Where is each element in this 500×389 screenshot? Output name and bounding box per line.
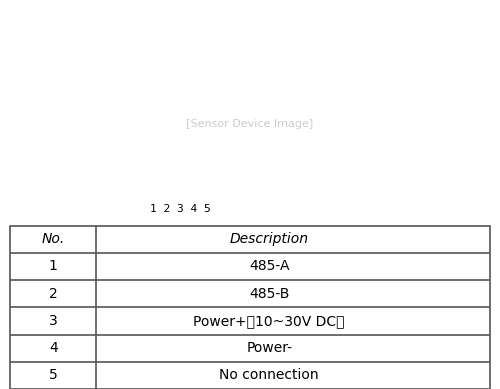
Text: 3: 3 [49,314,58,328]
Text: Description: Description [230,232,308,246]
Text: 485-B: 485-B [249,287,290,301]
Text: Power+（10~30V DC）: Power+（10~30V DC） [194,314,345,328]
Text: 5: 5 [49,368,58,382]
Text: 485-A: 485-A [249,259,290,273]
Text: No connection: No connection [220,368,319,382]
Text: Power-: Power- [246,341,292,355]
Text: No.: No. [42,232,65,246]
Text: 1: 1 [49,259,58,273]
Text: 4: 4 [49,341,58,355]
Text: 1 2 3 4 5: 1 2 3 4 5 [150,204,210,214]
Text: 2: 2 [49,287,58,301]
Text: [Sensor Device Image]: [Sensor Device Image] [186,119,314,129]
